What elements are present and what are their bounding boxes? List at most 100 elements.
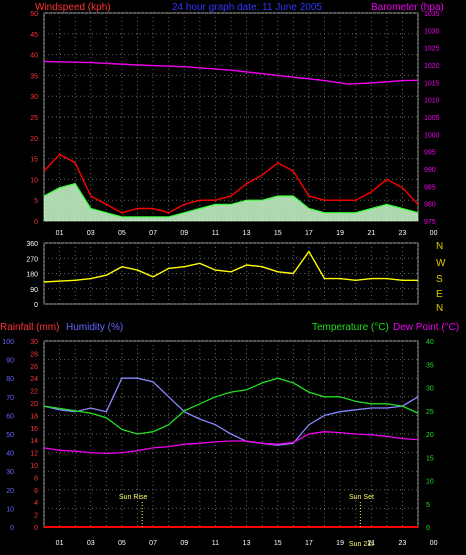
baro-axis-tick: 980 (424, 202, 436, 209)
humidity-axis-tick: 30 (6, 469, 14, 476)
temp-axis-tick: 10 (426, 479, 434, 486)
rain-axis-tick: 2 (34, 513, 38, 520)
wind-axis-tick: 0 (34, 219, 38, 226)
humidity-axis-tick: 50 (6, 432, 14, 439)
baro-axis-tick: 1035 (424, 11, 440, 18)
humidity-axis-tick: 70 (6, 395, 14, 402)
chart-title: 24 hour graph date: 11 June 2005 (172, 2, 322, 13)
rain-axis-tick: 16 (30, 426, 38, 433)
series-layer (43, 60, 419, 528)
baro-axis-tick: 985 (424, 184, 436, 191)
temp-axis-tick: 30 (426, 386, 434, 393)
temp-axis-tick: 20 (426, 432, 434, 439)
x-axis-tick: 11 (212, 230, 219, 237)
wind-axis-tick: 10 (30, 177, 38, 184)
rain-axis-tick: 12 (30, 451, 38, 458)
baro-axis-tick: 1020 (424, 63, 440, 70)
rain-axis-tick: 14 (30, 438, 38, 445)
direction-axis-tick: 360 (26, 241, 38, 248)
humidity-axis-tick: 40 (6, 451, 14, 458)
x-axis-tick: 15 (274, 540, 282, 547)
x-axis-tick: 23 (399, 540, 407, 547)
direction-axis-tick: 90 (30, 287, 38, 294)
baro-axis-tick: 990 (424, 167, 436, 174)
baro-axis-tick: 1015 (424, 80, 440, 87)
x-axis-tick: 05 (118, 230, 126, 237)
rain-axis-tick: 28 (30, 351, 38, 358)
compass-label: S (436, 274, 443, 285)
x-axis-tick: 17 (305, 540, 313, 547)
x-axis-tick: 09 (180, 540, 188, 547)
rain-axis-tick: 30 (30, 339, 38, 346)
rain-axis-tick: 26 (30, 364, 38, 371)
x-axis-tick: 15 (274, 230, 282, 237)
humidity-axis-title: Humidity (%) (66, 322, 123, 333)
baro-axis-tick: 1000 (424, 132, 440, 139)
wind-axis-tick: 50 (30, 11, 38, 18)
baro-axis-tick: 1010 (424, 98, 440, 105)
temp-axis-tick: 0 (426, 525, 430, 532)
rain-axis-tick: 20 (30, 401, 38, 408)
barometer-line (43, 60, 419, 85)
x-axis-tick: 05 (118, 540, 126, 547)
rain-axis-tick: 24 (30, 376, 38, 383)
direction-axis-tick: 0 (34, 302, 38, 309)
direction-axis-tick: 180 (26, 272, 38, 279)
temp-axis-tick: 40 (426, 339, 434, 346)
x-axis-tick: 03 (87, 230, 95, 237)
rain-axis-tick: 18 (30, 413, 38, 420)
compass-label: E (436, 289, 443, 300)
humidity-axis-tick: 60 (6, 413, 14, 420)
baro-axis-title: Barometer (hpa) (371, 2, 444, 13)
x-axis-tick: 21 (367, 230, 375, 237)
wind-direction-line (43, 250, 418, 283)
baro-axis-tick: 1030 (424, 28, 440, 35)
direction-axis-tick: 270 (26, 256, 38, 263)
wind-axis-tick: 35 (30, 73, 38, 80)
sunset-label: Sun Set (349, 494, 374, 501)
rain-axis-tick: 0 (34, 525, 38, 532)
compass-label: N (436, 241, 443, 252)
wind-axis-title: Windspeed (kph) (35, 2, 111, 13)
rain-axis-tick: 22 (30, 389, 38, 396)
humidity-axis-tick: 100 (2, 339, 14, 346)
x-axis-tick: 07 (149, 540, 157, 547)
wind-axis-tick: 5 (34, 198, 38, 205)
x-axis-tick: 00 (430, 540, 438, 547)
wind-axis-tick: 40 (30, 53, 38, 60)
wind-axis-tick: 30 (30, 94, 38, 101)
dewpoint-line (43, 431, 419, 455)
x-axis-tick: 19 (336, 540, 344, 547)
x-axis-tick: 23 (399, 230, 407, 237)
x-axis-tick: 01 (56, 540, 64, 547)
x-axis-tick: 21 (367, 540, 375, 547)
tick-layer: 0510152025303540455097598098599099510001… (2, 11, 439, 547)
temp-axis-tick: 35 (426, 362, 434, 369)
wind-axis-tick: 15 (30, 157, 38, 164)
x-axis-tick: 03 (87, 540, 95, 547)
wind-axis-tick: 25 (30, 115, 38, 122)
x-axis-tick: 19 (336, 230, 344, 237)
x-axis-tick: 13 (243, 230, 251, 237)
avg-wind-line (43, 182, 419, 218)
avg-wind-area (44, 183, 418, 221)
x-axis-tick: 11 (212, 540, 219, 547)
grid-layer (43, 12, 419, 528)
temp-axis-title: Temperature (°C) (312, 322, 389, 333)
compass-label: W (436, 258, 446, 269)
humidity-axis-tick: 0 (10, 525, 14, 532)
temp-axis-tick: 15 (426, 455, 434, 462)
sun-time-label: Sun 21t (349, 541, 373, 548)
humidity-axis-tick: 90 (6, 358, 14, 365)
humidity-axis-tick: 20 (6, 488, 14, 495)
wind-axis-tick: 20 (30, 136, 38, 143)
baro-axis-tick: 995 (424, 150, 436, 157)
rain-axis-title: Rainfall (mm) (0, 322, 59, 333)
dew-axis-title: Dew Point (°C) (393, 322, 459, 333)
rain-axis-tick: 8 (34, 475, 38, 482)
x-axis-tick: 13 (243, 540, 251, 547)
windspeed-line (43, 153, 419, 214)
temperature-line (43, 377, 419, 435)
rain-axis-tick: 10 (30, 463, 38, 470)
